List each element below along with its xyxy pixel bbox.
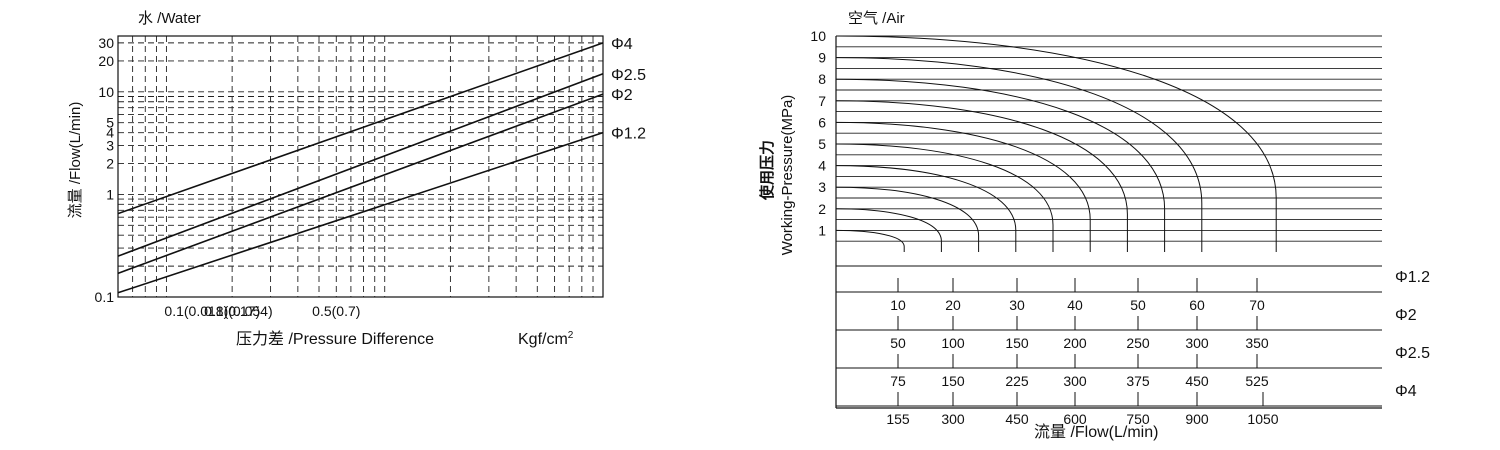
- air-y-tick-label: 7: [818, 93, 826, 109]
- air-plot-area: 1 2 3 4 5 6 7 8 9 10 10 20 30 40 50 60 70 Φ1.2 50 100 150 200…: [810, 28, 1430, 427]
- water-y-tick-label: 0.1: [95, 289, 115, 305]
- air-scale-label: 155: [886, 411, 910, 427]
- air-xlabel: 流量 /Flow(L/min): [1034, 423, 1158, 441]
- air-scale-label: 1050: [1247, 411, 1278, 427]
- air-flow-curve: [835, 208, 942, 252]
- water-plot-area: 30 20 10 543 2 1 0.1 0.1(0.018)(0.054)0.1(0.17)…: [95, 35, 647, 319]
- air-flow-curve: [835, 121, 1091, 252]
- air-flow-curve: [835, 143, 1054, 252]
- air-scale-label: 225: [1005, 373, 1029, 389]
- water-y-tick-label: 4: [106, 125, 114, 141]
- water-series-label: Φ2.5: [611, 67, 646, 84]
- air-y-tick-label: 2: [818, 201, 826, 217]
- air-y-tick-label: 4: [818, 158, 826, 174]
- air-scale-label: 200: [1063, 335, 1087, 351]
- air-scale-name: Φ2.5: [1395, 345, 1430, 362]
- air-ylabel-en: Working-Pressure(MPa): [779, 95, 796, 256]
- water-y-tick-label: 10: [98, 84, 114, 100]
- air-flow-curve: [835, 186, 980, 252]
- air-y-tick-label: 10: [810, 28, 826, 44]
- air-scale-label: 60: [1189, 297, 1205, 313]
- water-y-tick-label: 1: [106, 186, 114, 202]
- air-scale-label: 150: [1005, 335, 1029, 351]
- air-y-tick-label: 1: [818, 222, 826, 238]
- water-unit-sup: 2: [568, 330, 574, 341]
- water-series-line: [117, 73, 604, 257]
- air-scale-label: 525: [1245, 373, 1269, 389]
- air-scale-label: 600: [1063, 411, 1087, 427]
- water-series-label: Φ4: [611, 36, 633, 53]
- water-series-label: Φ1.2: [611, 126, 646, 143]
- water-series-line: [117, 131, 604, 294]
- water-unit-label: Kgf/cm2: [518, 330, 574, 348]
- air-scale-label: 150: [941, 373, 965, 389]
- air-flow-curve: [835, 165, 1017, 252]
- air-y-tick-label: 6: [818, 114, 826, 130]
- air-y-tick-label: 5: [818, 136, 826, 152]
- air-flow-curve: [835, 57, 1203, 252]
- air-scale-label: 300: [1185, 335, 1209, 351]
- air-scale-label: 40: [1067, 297, 1083, 313]
- water-xlabel: 压力差 /Pressure Difference: [236, 330, 434, 348]
- air-scale-name: Φ2: [1395, 307, 1417, 324]
- air-flow-curve: [835, 78, 1166, 252]
- water-y-tick-label: 3: [106, 137, 114, 153]
- air-scale-label: 10: [890, 297, 906, 313]
- water-y-tick-label: 30: [98, 35, 114, 51]
- water-frame: [117, 35, 604, 298]
- air-y-tick-label: 3: [818, 179, 826, 195]
- water-y-tick-label: 5: [106, 115, 114, 131]
- air-scale-label: 375: [1126, 373, 1150, 389]
- water-unit: Kgf/cm: [518, 331, 568, 348]
- air-title: 空气 /Air: [848, 10, 905, 27]
- air-scale-label: 450: [1005, 411, 1029, 427]
- air-scale-name: Φ4: [1395, 383, 1417, 400]
- water-x-tick-label: 0.5(0.7): [312, 303, 360, 319]
- air-flow-curve: [835, 229, 905, 252]
- air-y-tick-label: 8: [818, 71, 826, 87]
- air-ylabel-cn: 使用压力: [758, 140, 776, 201]
- water-x-tick-label: 0.1(0.17): [204, 303, 260, 319]
- air-scale-name: Φ1.2: [1395, 269, 1430, 286]
- water-x-tick-label: 0.1(0.018)(0.054): [164, 303, 272, 319]
- water-series-label: Φ2: [611, 87, 633, 104]
- water-y-tick-label: 2: [106, 156, 114, 172]
- air-scale-label: 20: [945, 297, 961, 313]
- air-scale-label: 70: [1249, 297, 1265, 313]
- air-scale-label: 30: [1009, 297, 1025, 313]
- air-scale-label: 50: [1130, 297, 1146, 313]
- air-scale-label: 450: [1185, 373, 1209, 389]
- air-flow-curve: [835, 35, 1277, 252]
- air-scale-label: 100: [941, 335, 965, 351]
- water-y-tick-label: 20: [98, 53, 114, 69]
- air-scale-label: 750: [1126, 411, 1150, 427]
- water-title: 水 /Water: [138, 10, 201, 27]
- water-series-line: [117, 93, 604, 275]
- water-series-line: [117, 42, 604, 215]
- water-ylabel: 流量 /Flow(L/min): [67, 102, 84, 219]
- air-flow-curve: [835, 100, 1128, 252]
- air-scale-label: 350: [1245, 335, 1269, 351]
- air-y-tick-label: 9: [818, 50, 826, 66]
- air-scale-label: 900: [1185, 411, 1209, 427]
- air-scale-label: 300: [941, 411, 965, 427]
- air-scale-label: 250: [1126, 335, 1150, 351]
- air-scale-label: 75: [890, 373, 906, 389]
- air-scale-label: 50: [890, 335, 906, 351]
- air-scale-label: 300: [1063, 373, 1087, 389]
